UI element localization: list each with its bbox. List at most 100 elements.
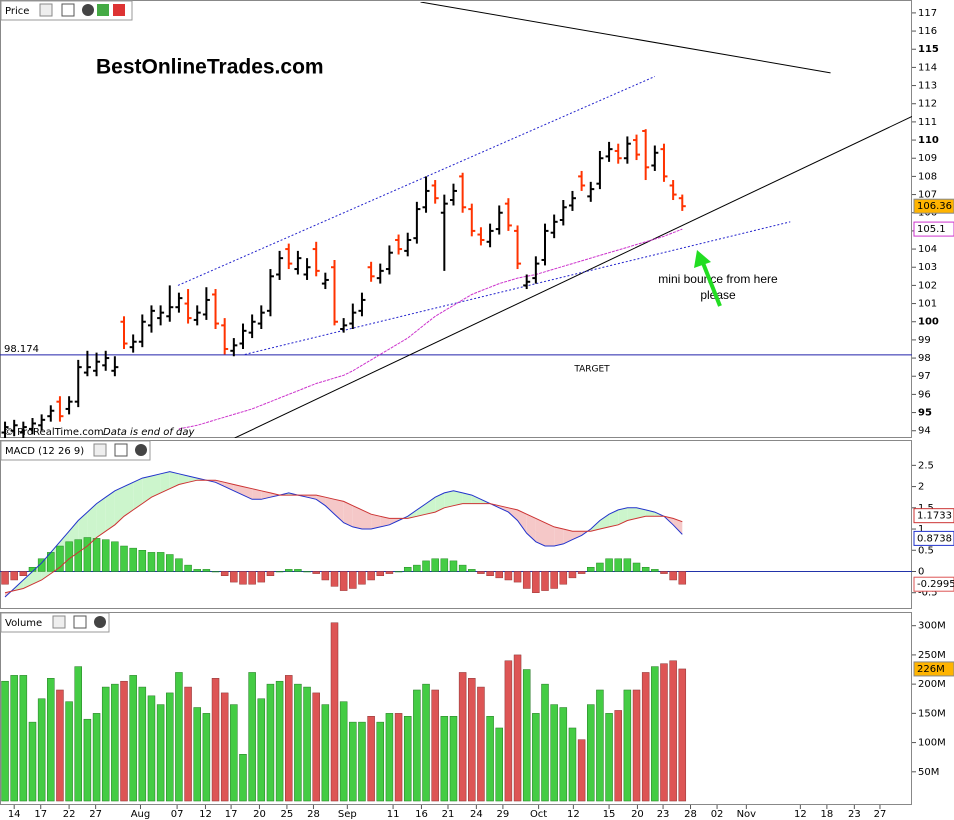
settings-icon[interactable] xyxy=(52,615,66,629)
window-icon[interactable] xyxy=(73,615,87,629)
volume-bar xyxy=(303,686,311,802)
volume-bar xyxy=(220,692,229,802)
y-tick-label: 116 xyxy=(918,26,937,37)
credit: © ProRealTime.com xyxy=(4,427,104,438)
trendline xyxy=(420,2,831,74)
histogram-bar xyxy=(275,571,284,573)
volume-bar xyxy=(468,678,476,802)
volume-bar xyxy=(257,698,266,802)
y-tick-label: 103 xyxy=(918,262,937,273)
x-tick-label: 24 xyxy=(470,809,483,820)
histogram-bar xyxy=(632,562,641,572)
window-icon[interactable] xyxy=(114,443,128,457)
macd-header: MACD (12 26 9) xyxy=(0,440,151,461)
histogram-bar xyxy=(440,558,449,572)
x-tick-label: 18 xyxy=(821,809,834,820)
histogram-bar xyxy=(266,571,275,576)
histogram-bar xyxy=(522,571,531,589)
x-tick-label: Sep xyxy=(338,809,357,820)
x-tick-label: 28 xyxy=(307,809,320,820)
macd-fill xyxy=(105,490,115,532)
settings-icon[interactable] xyxy=(39,3,53,17)
histogram-bar xyxy=(175,558,183,572)
histogram-bar xyxy=(321,571,330,581)
y-tick-label: 0.5 xyxy=(918,545,934,556)
up-icon[interactable] xyxy=(97,4,109,16)
macd-fill xyxy=(178,473,189,485)
close-icon[interactable] xyxy=(135,444,147,456)
annotation: mini bounce from here xyxy=(658,272,778,286)
histogram-bar xyxy=(56,545,64,572)
histogram-bar xyxy=(349,571,357,589)
volume-bar xyxy=(120,680,128,802)
volume-bar xyxy=(596,689,604,802)
macd-fill xyxy=(609,509,619,527)
x-tick-label: 12 xyxy=(567,809,580,820)
x-tick-label: 14 xyxy=(8,809,21,820)
macd-fill xyxy=(371,514,381,529)
y-tick-label: 98 xyxy=(918,353,931,364)
histogram-bar xyxy=(1,571,9,585)
histogram-bar xyxy=(239,571,247,585)
volume-bar xyxy=(678,668,687,802)
histogram-bar xyxy=(147,552,156,572)
volume-bar xyxy=(394,713,403,802)
macd-fill xyxy=(636,507,646,519)
macd-plot xyxy=(0,471,912,598)
trendline xyxy=(244,221,791,355)
volume-header: Volume xyxy=(0,612,110,633)
volume-bar xyxy=(37,698,46,802)
y-tick-label: 96 xyxy=(918,389,931,400)
volume-bar xyxy=(129,675,137,802)
histogram-bar xyxy=(303,571,311,573)
x-tick-label: 12 xyxy=(794,809,807,820)
y-tick-label: 95 xyxy=(918,408,932,419)
x-tick-label: 02 xyxy=(711,809,724,820)
volume-bar xyxy=(440,716,449,802)
volume-bar xyxy=(495,727,503,802)
volume-bar xyxy=(248,672,256,802)
x-tick-label: 28 xyxy=(684,809,697,820)
x-tick-label: Oct xyxy=(530,809,547,820)
volume-bar xyxy=(651,666,659,802)
histogram-bar xyxy=(623,558,632,572)
macd-panel xyxy=(0,440,912,609)
last-ma: 105.1 xyxy=(917,224,946,235)
macd-fill xyxy=(416,503,426,517)
x-tick-label: 15 xyxy=(603,809,616,820)
close-icon[interactable] xyxy=(94,616,106,628)
window-icon[interactable] xyxy=(61,3,75,17)
volume-bar xyxy=(83,718,92,802)
volume-bar xyxy=(330,622,339,802)
settings-icon[interactable] xyxy=(93,443,107,457)
last-macd: 0.8738 xyxy=(917,533,952,544)
x-tick-label: 21 xyxy=(442,809,455,820)
price-panel xyxy=(0,0,912,438)
macd-fill xyxy=(462,492,472,504)
x-tick-label: 17 xyxy=(225,809,238,820)
histogram-bar xyxy=(339,571,348,591)
histogram-bar xyxy=(577,571,586,574)
histogram-bar xyxy=(129,547,137,572)
x-tick-label: 27 xyxy=(89,809,102,820)
y-tick-label: 117 xyxy=(918,8,937,19)
trendline xyxy=(234,115,912,438)
macd-fill xyxy=(334,499,344,523)
volume-bar xyxy=(28,721,37,802)
volume-bar xyxy=(339,701,348,802)
y-tick-label: 112 xyxy=(918,99,937,110)
histogram-bar xyxy=(605,558,613,572)
histogram-bar xyxy=(385,571,394,574)
price-header: Price xyxy=(0,0,133,21)
down-icon[interactable] xyxy=(113,4,125,16)
y-tick-label: 104 xyxy=(918,244,937,255)
macd-fill xyxy=(572,531,582,540)
x-tick-label: 22 xyxy=(63,809,76,820)
volume-bar xyxy=(166,692,174,802)
volume-bar xyxy=(486,716,494,802)
volume-bar xyxy=(47,678,55,802)
close-icon[interactable] xyxy=(82,4,94,16)
macd-fill xyxy=(233,484,243,496)
